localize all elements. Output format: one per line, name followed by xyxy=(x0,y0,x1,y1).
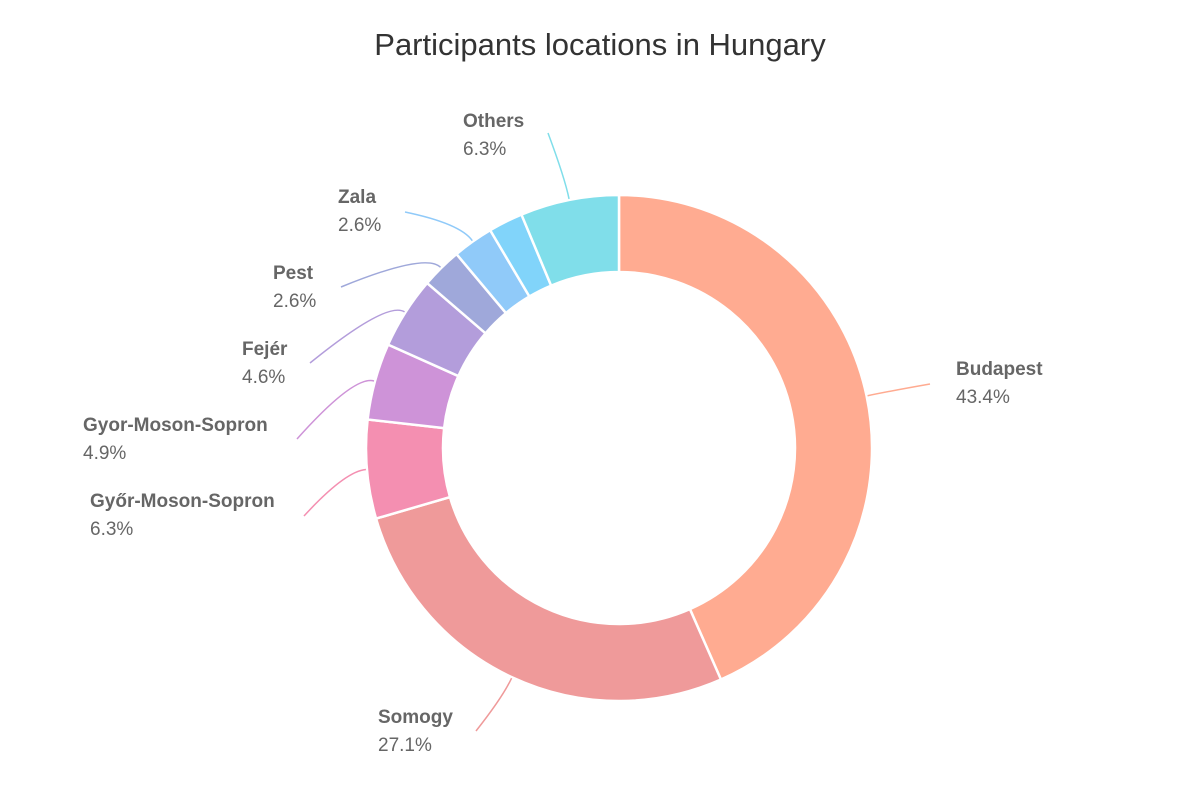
leader-lines-group xyxy=(296,132,931,732)
leader-line-budapest xyxy=(867,383,931,397)
slice-value-others: 6.3% xyxy=(463,139,506,160)
leader-line-others xyxy=(547,132,570,200)
chart-title: Participants locations in Hungary xyxy=(374,27,826,62)
leader-line-gyor-moson-sopron xyxy=(303,468,367,517)
leader-line-zala xyxy=(404,211,473,242)
slice-value-gyor-moson-sopron: 6.3% xyxy=(90,519,133,540)
slice-somogy[interactable] xyxy=(374,495,723,703)
slice-value-budapest: 43.4% xyxy=(956,387,1010,408)
slice-label-pest: Pest xyxy=(273,263,314,284)
slice-label-budapest: Budapest xyxy=(956,359,1043,380)
slice-label-fejer: Fejér xyxy=(242,339,288,360)
slice-label-zala: Zala xyxy=(338,187,376,208)
leader-line-pest xyxy=(340,262,442,288)
slice-labels-group: Budapest 43.4% Somogy 27.1% Győr-Moson-Sopro… xyxy=(83,111,1043,756)
slice-value-gyor-moson-sopron: 4.9% xyxy=(83,443,126,464)
slice-value-pest: 2.6% xyxy=(273,291,316,312)
leader-line-fejer xyxy=(309,309,405,364)
slice-others[interactable] xyxy=(519,193,621,288)
slice-value-zala: 2.6% xyxy=(338,215,381,236)
slice-budapest[interactable] xyxy=(617,193,874,682)
slice-label-gyor-moson-sopron: Győr-Moson-Sopron xyxy=(90,491,275,512)
leader-line-gyor-moson-sopron xyxy=(296,379,375,440)
slice-value-somogy: 27.1% xyxy=(378,735,432,756)
slice-label-others: Others xyxy=(463,111,524,132)
slice-label-somogy: Somogy xyxy=(378,707,453,728)
slices-group xyxy=(364,193,874,703)
slice-label-gyor-moson-sopron: Gyor-Moson-Sopron xyxy=(83,415,268,436)
slice-value-fejer: 4.6% xyxy=(242,367,285,388)
leader-line-somogy xyxy=(475,677,513,732)
